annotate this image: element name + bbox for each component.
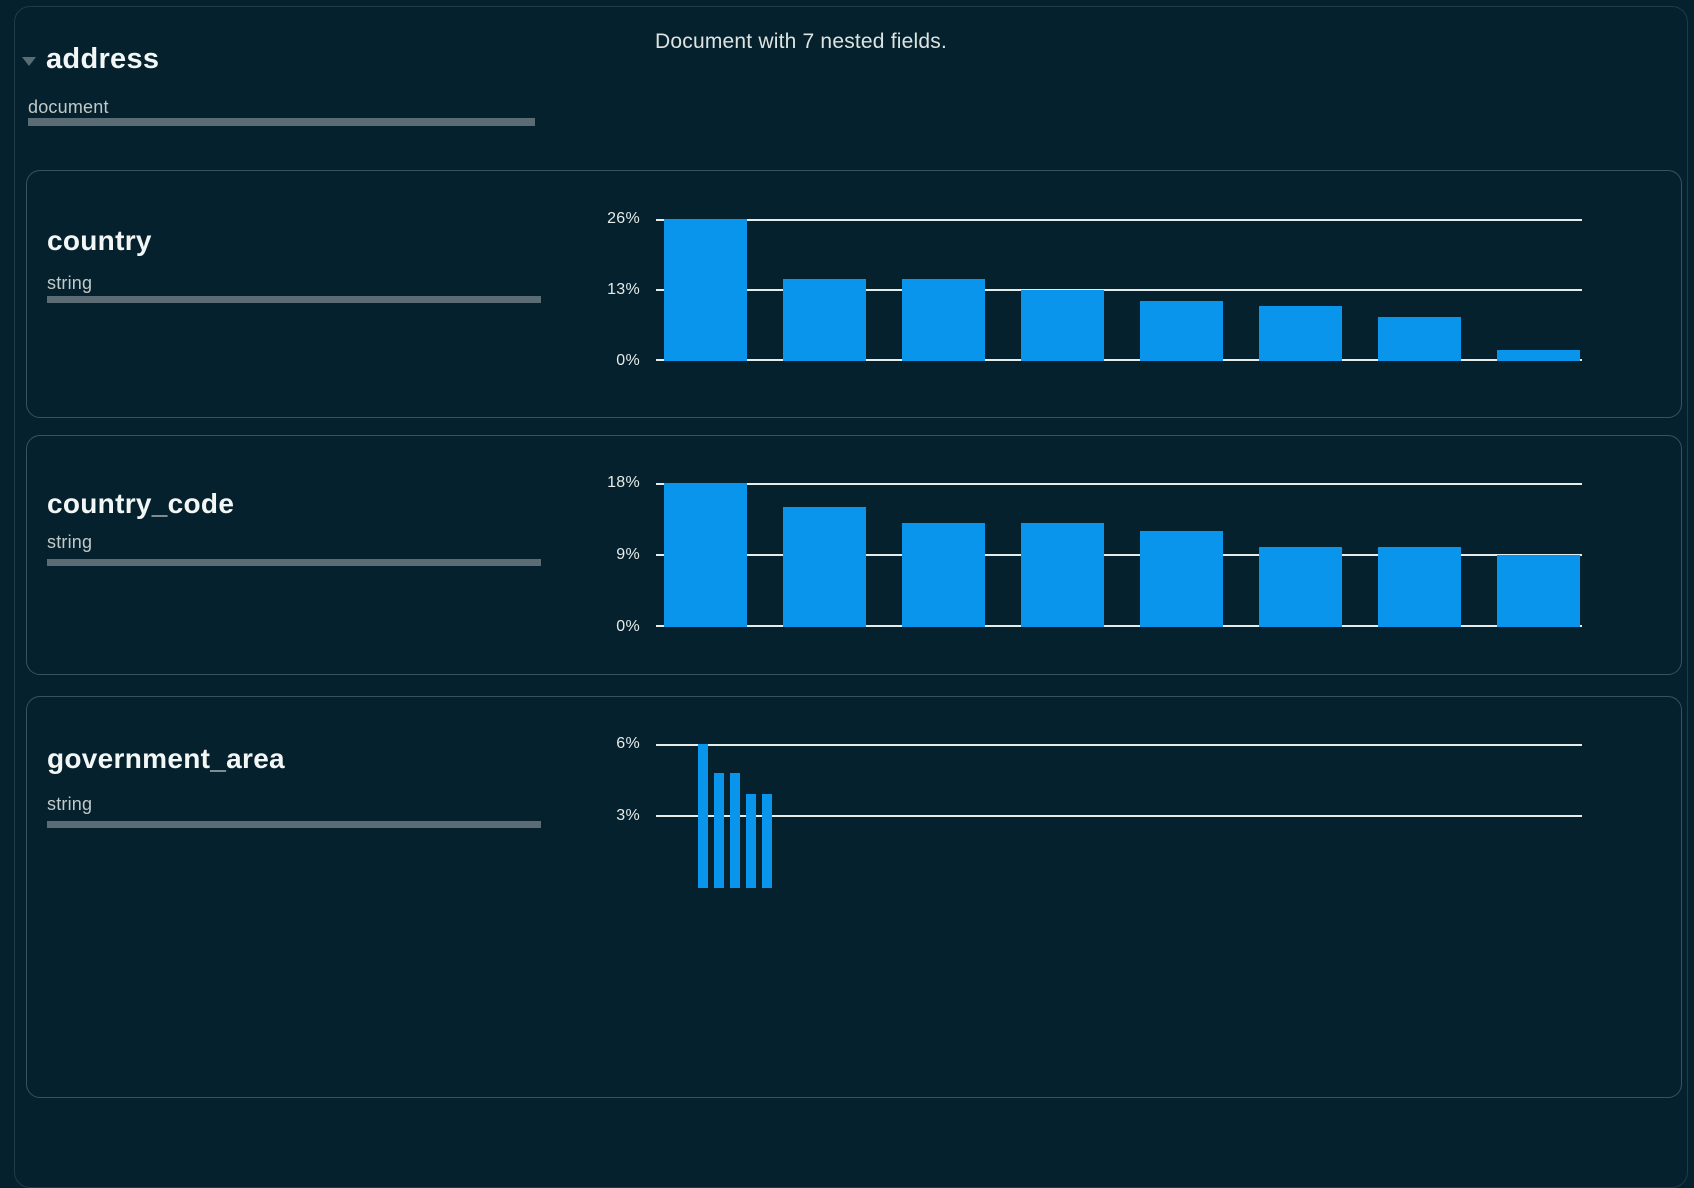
chart-gridline: [656, 625, 1582, 627]
distribution-bar[interactable]: [762, 794, 772, 888]
field-name: country: [47, 225, 152, 256]
chart-gridline: [656, 554, 1582, 556]
chart-gridline: [656, 483, 1582, 485]
distribution-bar[interactable]: [783, 279, 866, 361]
distribution-bar[interactable]: [1021, 290, 1104, 361]
distribution-bar[interactable]: [1497, 555, 1580, 627]
chart-gridline: [656, 815, 1582, 817]
field-type-distribution-bar: [47, 821, 541, 828]
parent-field-type-label: document: [28, 97, 109, 117]
distribution-bar[interactable]: [902, 279, 985, 361]
y-axis-tick-label: 3%: [616, 807, 640, 824]
field-type-label: string: [47, 273, 93, 293]
parent-field-name: address: [46, 43, 160, 75]
distribution-bar[interactable]: [730, 773, 740, 888]
distribution-bar[interactable]: [664, 219, 747, 361]
field-card-country: country string 26% 13% 0%: [26, 170, 1682, 418]
y-axis-tick-label: 13%: [607, 281, 640, 298]
distribution-bar[interactable]: [664, 483, 747, 627]
value-distribution-chart: 6% 3%: [616, 735, 1582, 888]
nested-fields-description: Document with 7 nested fields.: [655, 30, 947, 53]
distribution-bar[interactable]: [714, 773, 724, 888]
y-axis-tick-label: 0%: [616, 352, 640, 369]
field-card-government-area: government_area string 6% 3%: [26, 696, 1682, 1098]
distribution-bar[interactable]: [1497, 350, 1580, 361]
field-type-distribution-bar: [47, 559, 541, 566]
distribution-bar[interactable]: [1140, 301, 1223, 361]
distribution-bar[interactable]: [1259, 306, 1342, 361]
distribution-bar[interactable]: [746, 794, 756, 888]
y-axis-tick-label: 18%: [607, 474, 640, 491]
y-axis-tick-label: 0%: [616, 618, 640, 635]
distribution-bar[interactable]: [1021, 523, 1104, 627]
field-type-distribution-bar: [47, 296, 541, 303]
field-card-country-code: country_code string 18% 9% 0%: [26, 435, 1682, 675]
field-name: country_code: [47, 488, 235, 519]
y-axis-tick-label: 6%: [616, 735, 640, 752]
chart-gridline: [656, 219, 1582, 221]
distribution-bar[interactable]: [1259, 547, 1342, 627]
distribution-bar[interactable]: [1140, 531, 1223, 627]
distribution-bar[interactable]: [1378, 317, 1461, 361]
field-type-label: string: [47, 794, 93, 814]
chart-gridline: [656, 359, 1582, 361]
y-axis-tick-label: 26%: [607, 210, 640, 227]
collapse-chevron-down-icon[interactable]: [22, 57, 36, 66]
y-axis-tick-label: 9%: [616, 546, 640, 563]
value-distribution-chart: 18% 9% 0%: [607, 474, 1582, 635]
parent-field-type-distribution-bar: [28, 118, 535, 126]
distribution-bar[interactable]: [698, 744, 708, 888]
chart-gridline: [656, 289, 1582, 291]
field-type-label: string: [47, 532, 93, 552]
value-distribution-chart: 26% 13% 0%: [607, 210, 1582, 369]
field-name: government_area: [47, 743, 285, 774]
distribution-bar[interactable]: [902, 523, 985, 627]
distribution-bar[interactable]: [1378, 547, 1461, 627]
distribution-bar[interactable]: [783, 507, 866, 627]
chart-gridline: [656, 744, 1582, 746]
